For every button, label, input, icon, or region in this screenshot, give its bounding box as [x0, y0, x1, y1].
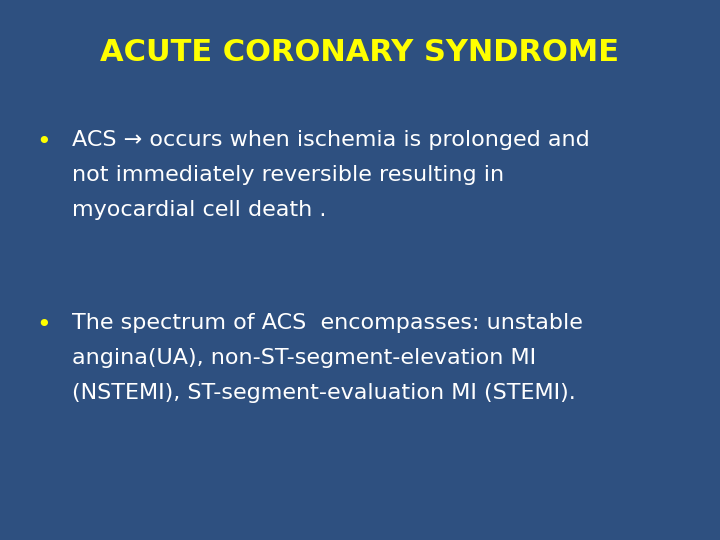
- Text: ACUTE CORONARY SYNDROME: ACUTE CORONARY SYNDROME: [101, 38, 619, 67]
- Text: •: •: [36, 313, 50, 337]
- Text: •: •: [36, 130, 50, 153]
- Text: The spectrum of ACS  encompasses: unstable: The spectrum of ACS encompasses: unstabl…: [72, 313, 583, 333]
- Text: angina(UA), non-ST-segment-elevation MI: angina(UA), non-ST-segment-elevation MI: [72, 348, 536, 368]
- Text: (NSTEMI), ST-segment-evaluation MI (STEMI).: (NSTEMI), ST-segment-evaluation MI (STEM…: [72, 383, 576, 403]
- Text: not immediately reversible resulting in: not immediately reversible resulting in: [72, 165, 504, 185]
- Text: ACS → occurs when ischemia is prolonged and: ACS → occurs when ischemia is prolonged …: [72, 130, 590, 150]
- Text: myocardial cell death .: myocardial cell death .: [72, 200, 326, 220]
